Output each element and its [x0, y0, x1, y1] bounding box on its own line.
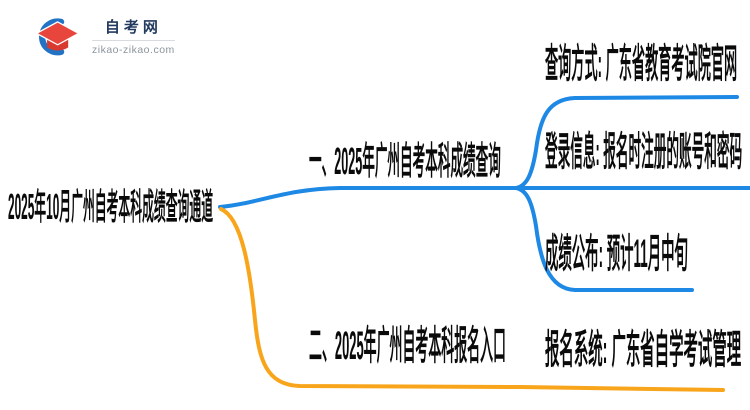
- branch-node-registration-entry: 二、2025年广州自考本科报名入口: [309, 324, 506, 368]
- logo-divider: [92, 40, 175, 41]
- connector-branch1-to-leaf3: [514, 186, 694, 292]
- root-node: 2025年10月广州自考本科成绩查询通道: [8, 186, 214, 227]
- connector-root-to-branch2-and-leaf4: [219, 207, 725, 392]
- graduation-cap-icon: [35, 18, 81, 56]
- site-logo: 自考网 zikao-zikao.com: [28, 14, 175, 58]
- leaf-node-registration-system: 报名系统: 广东省自学考试管理: [545, 328, 742, 372]
- logo-text-block: 自考网 zikao-zikao.com: [92, 16, 175, 56]
- connector-root-to-branch1: [218, 186, 518, 209]
- logo-cap-top-shape: [35, 21, 81, 46]
- leaf-node-inquiry-method: 查询方式: 广东省教育考试院官网: [545, 42, 738, 86]
- branch-node-score-inquiry: 一、2025年广州自考本科成绩查询: [309, 141, 501, 183]
- connector-branch1-to-leaf1: [514, 95, 739, 190]
- logo-title: 自考网: [104, 19, 162, 36]
- leaf-node-score-release: 成绩公布: 预计11月中旬: [545, 232, 688, 276]
- logo-domain: zikao-zikao.com: [92, 44, 175, 56]
- leaf-node-login-info: 登录信息: 报名时注册的账号和密码: [545, 130, 743, 174]
